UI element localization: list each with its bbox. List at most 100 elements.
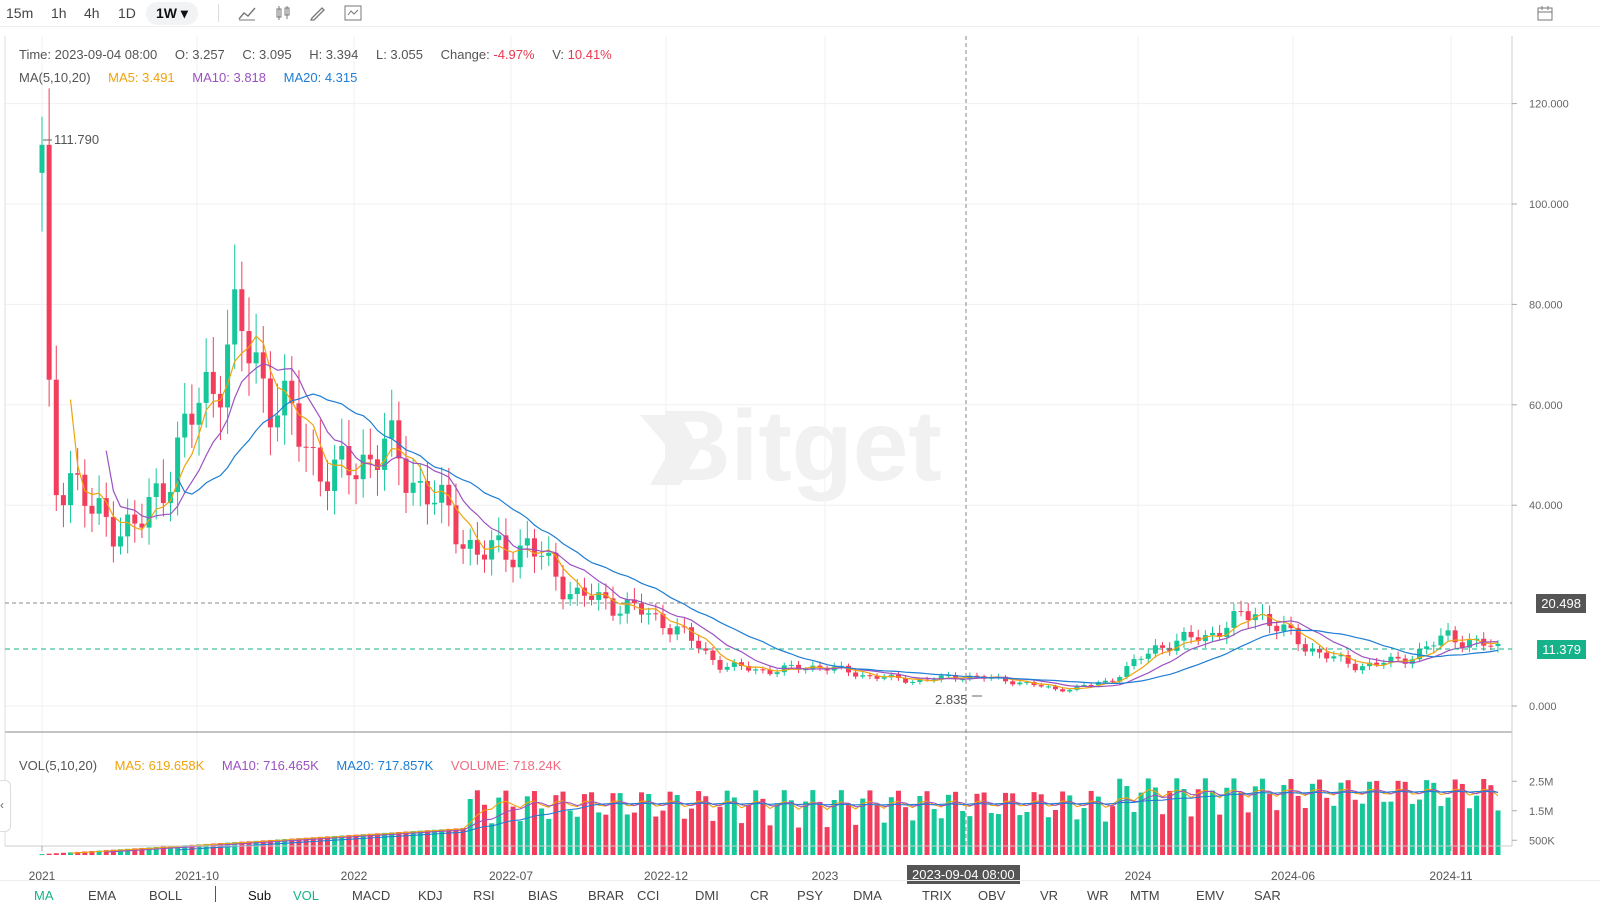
volume-bar — [724, 790, 730, 855]
candle-body — [1195, 637, 1201, 642]
candle-body — [1388, 656, 1394, 663]
info-change: Change: -4.97% — [440, 47, 535, 62]
candle-body — [167, 492, 173, 504]
line-chart-icon[interactable] — [238, 5, 256, 21]
volume-bar — [1160, 814, 1166, 855]
candle-body — [796, 664, 802, 670]
price-chart[interactable]: Bitget 111.790 2.835 120.000 100.000 80.00… — [0, 0, 1600, 880]
high-annotation: 111.790 — [43, 132, 99, 147]
volume-bar — [439, 829, 445, 855]
indicator-trix[interactable]: TRIX — [922, 888, 952, 903]
volume-bar — [1031, 792, 1037, 855]
pencil-icon[interactable] — [309, 5, 327, 21]
indicator-emv[interactable]: EMV — [1196, 888, 1225, 903]
candle-body — [153, 483, 159, 497]
volume-bar — [831, 800, 837, 855]
volume-bar — [553, 795, 559, 855]
volume-bar — [182, 845, 188, 855]
indicator-sar[interactable]: SAR — [1254, 888, 1281, 903]
indicator-vol[interactable]: VOL — [293, 888, 320, 903]
volume-bar — [296, 838, 302, 855]
candle-body — [1359, 666, 1365, 671]
indicator-cr[interactable]: CR — [750, 888, 769, 903]
volume-bar — [1381, 801, 1387, 855]
candle-body — [1145, 653, 1151, 659]
indicator-ma[interactable]: MA — [34, 888, 54, 903]
timeframe-1h[interactable]: 1h — [51, 5, 67, 21]
volume-bar — [75, 851, 81, 855]
volume-bar — [232, 842, 238, 855]
volume-bar — [1017, 815, 1023, 855]
indicator-boll[interactable]: BOLL — [149, 888, 183, 903]
candle-body — [1024, 682, 1030, 684]
indicator-mtm[interactable]: MTM — [1130, 888, 1160, 903]
indicator-rsi[interactable]: RSI — [473, 888, 495, 903]
indicator-dmi[interactable]: DMI — [695, 888, 719, 903]
candle-body — [617, 613, 623, 616]
vol-legend: VOL(5,10,20) MA5: 619.658K MA10: 716.465… — [19, 758, 575, 773]
calendar-icon[interactable] — [1536, 5, 1554, 21]
indicator-macd[interactable]: MACD — [352, 888, 391, 903]
candle-body — [1081, 684, 1087, 686]
indicator-psy[interactable]: PSY — [797, 888, 824, 903]
candle-body — [1045, 686, 1051, 688]
volume-bar — [353, 834, 359, 855]
candle-body — [1274, 625, 1280, 632]
timeframe-4h[interactable]: 4h — [84, 5, 100, 21]
volume-bar — [203, 843, 209, 855]
indicator-wr[interactable]: WR — [1087, 888, 1109, 903]
volume-bar — [1402, 781, 1408, 855]
indicator-bias[interactable]: BIAS — [528, 888, 558, 903]
candle-body — [317, 447, 323, 482]
vol-ma5-line — [70, 788, 1499, 854]
volume-bar — [1274, 810, 1280, 855]
indicator-ema[interactable]: EMA — [88, 888, 117, 903]
volume-bar — [617, 793, 623, 855]
indicator-brar[interactable]: BRAR — [588, 888, 625, 903]
indicator-icon[interactable] — [344, 5, 362, 21]
candle-body — [1345, 655, 1351, 664]
indicator-obv[interactable]: OBV — [978, 888, 1006, 903]
candle-body — [1202, 635, 1208, 642]
candle-body — [1152, 645, 1158, 654]
volume-bar — [1459, 783, 1465, 855]
volume-bar — [82, 851, 88, 855]
volume-bar — [396, 831, 402, 855]
collapse-panel-icon[interactable]: ‹ — [0, 780, 11, 832]
volume-bar — [60, 852, 66, 855]
candle-body — [467, 539, 473, 549]
volume-bar — [1245, 812, 1251, 855]
candle-body — [1110, 680, 1116, 682]
volume-bar — [1338, 782, 1344, 855]
volume-bar — [731, 797, 737, 855]
volume-bar — [924, 791, 930, 855]
volume-bar — [460, 828, 466, 855]
volume-bar — [1052, 809, 1058, 855]
price-axis-label: 60.000 — [1529, 400, 1563, 412]
indicator-vr[interactable]: VR — [1040, 888, 1059, 903]
candle-body — [710, 650, 716, 660]
indicator-cci[interactable]: CCI — [637, 888, 660, 903]
timeframe-dropdown[interactable]: 1W ▾ — [146, 2, 198, 25]
candle-body — [1416, 648, 1422, 660]
volume-bar — [867, 790, 873, 855]
candle-body — [1174, 640, 1180, 651]
candle-body — [624, 599, 630, 614]
candle-body — [738, 662, 744, 666]
volume-bar — [360, 834, 366, 855]
candle-body — [410, 482, 416, 493]
candle-body — [1281, 624, 1287, 632]
volume-bar — [189, 844, 195, 855]
volume-bar — [367, 833, 373, 855]
volume-bar — [760, 798, 766, 855]
candle-body — [696, 640, 702, 649]
candle-body — [803, 669, 809, 671]
volume-bar — [631, 812, 637, 855]
indicator-dma[interactable]: DMA — [853, 888, 882, 903]
indicator-kdj[interactable]: KDJ — [418, 888, 443, 903]
timeframe-15m[interactable]: 15m — [6, 5, 34, 21]
volume-bar — [1067, 795, 1073, 855]
timeframe-1d[interactable]: 1D — [118, 5, 136, 21]
candle-body — [110, 516, 116, 547]
candle-settings-icon[interactable] — [274, 5, 292, 21]
